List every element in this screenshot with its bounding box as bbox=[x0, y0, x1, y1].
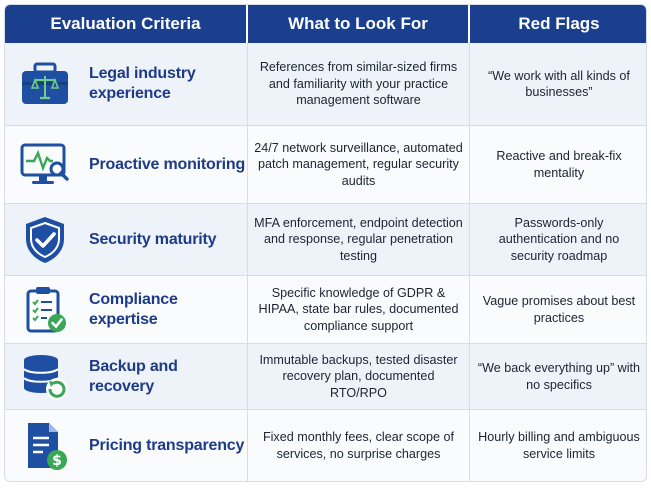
table-row: Legal industry experience References fro… bbox=[5, 43, 646, 125]
red-flag-text: “We back everything up” with no specific… bbox=[477, 361, 641, 392]
look-for-text: MFA enforcement, endpoint detection and … bbox=[254, 215, 463, 263]
header-what-to-look-for: What to Look For bbox=[248, 5, 470, 43]
red-flag-text: Passwords-only authentication and no sec… bbox=[498, 215, 620, 263]
criteria-label: Legal industry experience bbox=[89, 65, 196, 102]
red-flag-text: Hourly billing and ambiguous service lim… bbox=[478, 430, 640, 461]
look-for-text: References from similar-sized firms and … bbox=[259, 60, 458, 108]
monitor-pulse-icon bbox=[19, 139, 71, 191]
criteria-table: Evaluation Criteria What to Look For Red… bbox=[4, 4, 647, 482]
briefcase-scales-icon bbox=[19, 58, 71, 110]
table-row: Proactive monitoring 24/7 network survei… bbox=[5, 125, 646, 203]
svg-text:$: $ bbox=[52, 453, 62, 469]
table-row: Compliance expertise Specific knowledge … bbox=[5, 275, 646, 343]
red-flag-text: Reactive and break-fix mentality bbox=[496, 149, 622, 180]
header-evaluation-criteria: Evaluation Criteria bbox=[5, 5, 248, 43]
shield-check-icon bbox=[19, 214, 71, 266]
criteria-label: Backup and recovery bbox=[89, 357, 178, 395]
table-row: Backup and recovery Immutable backups, t… bbox=[5, 343, 646, 409]
database-restore-icon bbox=[19, 351, 71, 403]
look-for-text: 24/7 network surveillance, automated pat… bbox=[254, 140, 463, 188]
table-body: Legal industry experience References fro… bbox=[5, 43, 646, 481]
table-header: Evaluation Criteria What to Look For Red… bbox=[5, 5, 646, 43]
look-for-text: Immutable backups, tested disaster recov… bbox=[259, 352, 458, 400]
table-row: Security maturity MFA enforcement, endpo… bbox=[5, 203, 646, 275]
look-for-text: Fixed monthly fees, clear scope of servi… bbox=[262, 430, 455, 461]
header-red-flags: Red Flags bbox=[518, 14, 600, 33]
criteria-label: Security maturity bbox=[89, 230, 217, 248]
red-flag-text: Vague promises about best practices bbox=[482, 294, 636, 325]
criteria-label: Pricing transparency bbox=[89, 436, 245, 454]
table-row: $ Pricing transparency Fixed monthly fee… bbox=[5, 409, 646, 481]
clipboard-check-icon bbox=[19, 284, 71, 336]
criteria-label: Proactive monitoring bbox=[89, 155, 246, 173]
look-for-text: Specific knowledge of GDPR & HIPAA, stat… bbox=[258, 285, 459, 333]
invoice-dollar-icon: $ bbox=[19, 420, 71, 472]
red-flag-text: “We work with all kinds of businesses” bbox=[488, 68, 630, 100]
criteria-label: Compliance expertise bbox=[89, 290, 178, 328]
